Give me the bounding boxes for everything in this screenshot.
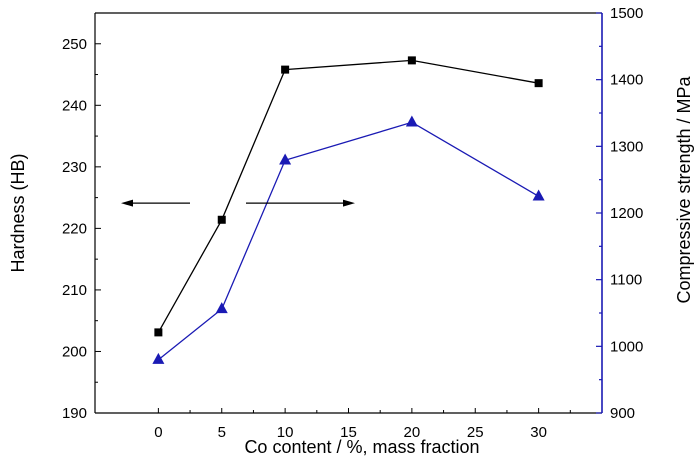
y2-tick-label: 1400 — [610, 72, 643, 89]
y-left-ticks: 190 200 210 220 230 240 250 — [62, 36, 101, 422]
y2-tick-label: 900 — [610, 405, 635, 422]
compressive-strength-point — [279, 153, 292, 165]
x-tick-label: 5 — [218, 424, 226, 441]
y2-tick-label: 1500 — [610, 5, 643, 22]
x-tick-label: 10 — [277, 424, 294, 441]
hardness-point — [534, 79, 543, 88]
y-tick-label: 220 — [62, 220, 87, 237]
compressive-strength-point — [532, 189, 545, 201]
series-layer — [152, 56, 545, 364]
x-ticks: 0 5 10 15 20 25 30 — [154, 408, 571, 441]
hardness-point — [407, 56, 416, 65]
y-tick-label: 210 — [62, 282, 87, 299]
compressive-strength-point — [405, 115, 418, 127]
y2-tick-label: 1200 — [610, 205, 643, 222]
x-tick-label: 15 — [340, 424, 357, 441]
y-tick-label: 200 — [62, 343, 87, 360]
x-tick-label: 30 — [530, 424, 547, 441]
y-axis-title: Hardness (HB) — [8, 153, 28, 272]
right-arrow-head — [343, 199, 355, 207]
x-tick-label: 25 — [467, 424, 484, 441]
y-tick-label: 250 — [62, 36, 87, 53]
compressive-strength-point — [152, 352, 165, 364]
y-tick-label: 240 — [62, 97, 87, 114]
arrow-annotations — [121, 199, 355, 207]
hardness-series-line — [157, 59, 539, 333]
hardness-point — [281, 65, 290, 74]
hardness-point — [217, 215, 226, 224]
y-tick-label: 190 — [62, 405, 87, 422]
y2-tick-label: 1300 — [610, 138, 643, 155]
compressive-strength-point — [215, 302, 228, 314]
compressive-strength-series-line — [157, 121, 539, 361]
x-tick-label: 20 — [404, 424, 421, 441]
x-axis-title: Co content / %, mass fraction — [244, 437, 479, 457]
hardness-point — [154, 328, 163, 337]
x-tick-label: 0 — [154, 424, 162, 441]
y2-axis-title: Compressive strength / MPa — [674, 75, 694, 303]
y-right-ticks: 900 1000 1100 1200 1300 1400 1500 — [596, 5, 643, 422]
left-arrow-head — [121, 199, 133, 207]
y2-tick-label: 1000 — [610, 338, 643, 355]
y2-tick-label: 1100 — [610, 272, 642, 289]
y-tick-label: 230 — [62, 159, 87, 176]
